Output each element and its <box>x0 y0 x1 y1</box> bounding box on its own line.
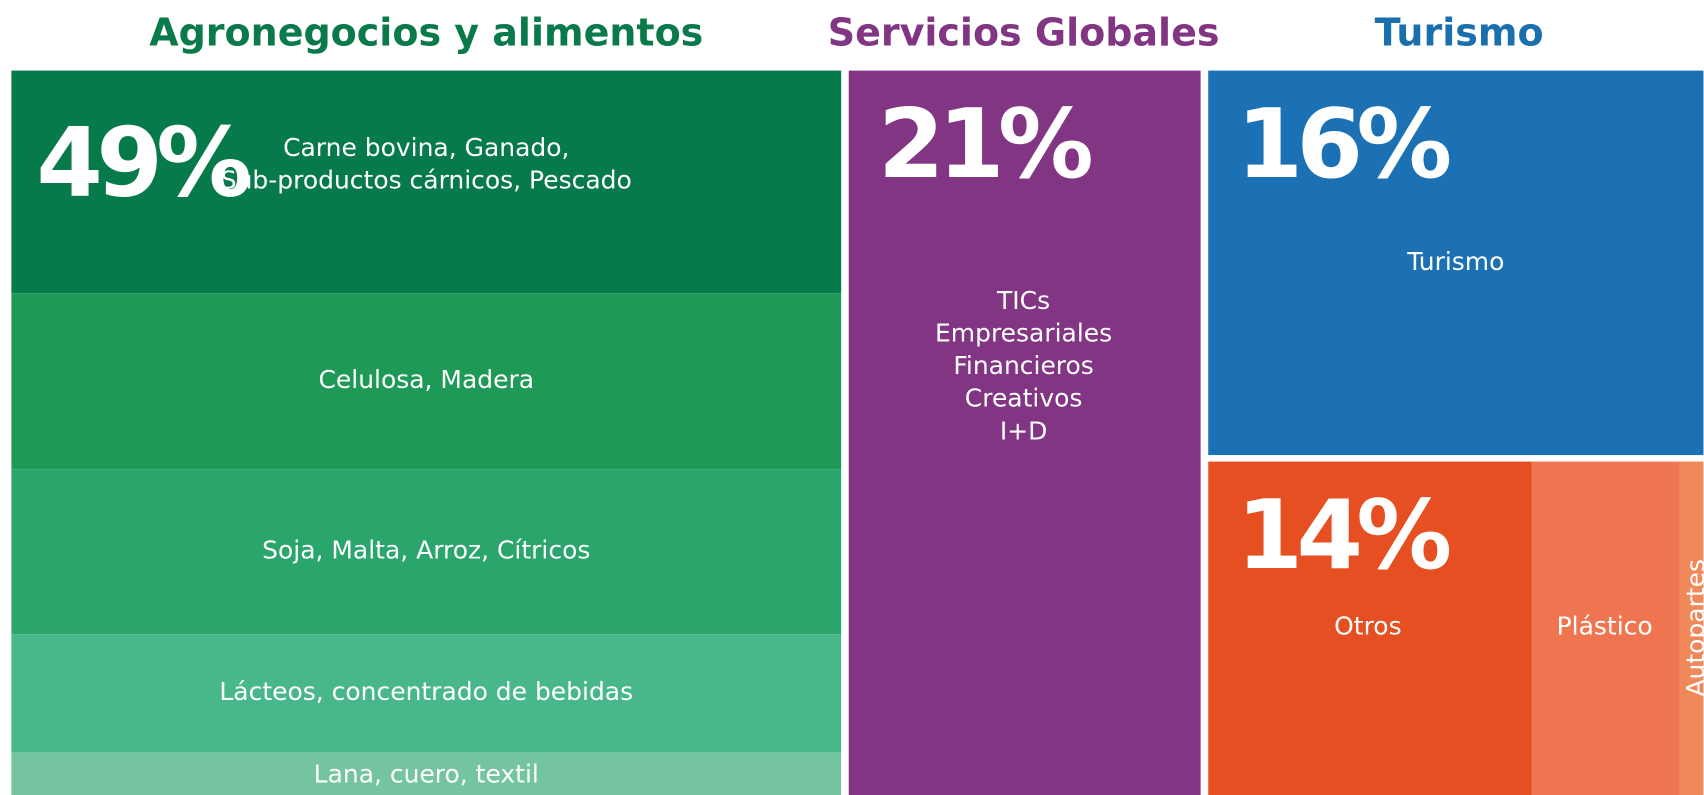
tile-label: Celulosa, Madera <box>318 365 534 394</box>
tile <box>11 634 842 753</box>
tile <box>1531 461 1680 795</box>
tile-label: I+D <box>1000 416 1048 445</box>
tile-label: Autopartes <box>1681 559 1704 697</box>
tile-label: Lana, cuero, textil <box>314 759 539 788</box>
group-title: Agronegocios y alimentos <box>149 10 703 54</box>
tile-label: Lácteos, concentrado de bebidas <box>219 677 633 706</box>
percent-label: 16% <box>1236 88 1449 200</box>
tile-label: Otros <box>1334 612 1401 641</box>
tile-label: Sub-productos cárnicos, Pescado <box>221 165 632 194</box>
group-title: Servicios Globales <box>828 10 1220 54</box>
percent-label: 49% <box>36 106 249 218</box>
group: TICs Empresariales Financieros Creativos I+D… <box>848 70 1201 795</box>
group-title: Turismo <box>1375 10 1544 54</box>
percent-label: 21% <box>878 88 1091 200</box>
group: Turismo 16% <box>1208 70 1704 456</box>
tile <box>11 293 842 470</box>
tile <box>1679 461 1704 795</box>
percent-label: 14% <box>1236 479 1449 591</box>
tile <box>848 70 1201 795</box>
tile-label: Turismo <box>1406 247 1504 276</box>
tile <box>11 752 842 795</box>
tile-label: Soja, Malta, Arroz, Cítricos <box>262 536 590 565</box>
tile-label: Creativos <box>965 384 1083 413</box>
tile <box>11 70 842 294</box>
tile-label: Carne bovina, Ganado, <box>283 133 569 162</box>
tile-label: Plástico <box>1557 612 1653 641</box>
tile <box>1208 70 1704 456</box>
tile <box>11 469 842 635</box>
tile-label: Financieros <box>953 351 1093 380</box>
tile-label: TICs <box>996 286 1050 315</box>
group: Carne bovina, Ganado, Sub-productos cárni… <box>11 70 842 795</box>
tile <box>1208 461 1532 795</box>
tile-label: Empresariales <box>935 319 1112 348</box>
group: Otros Plástico Autopartes 14% <box>1208 461 1704 795</box>
